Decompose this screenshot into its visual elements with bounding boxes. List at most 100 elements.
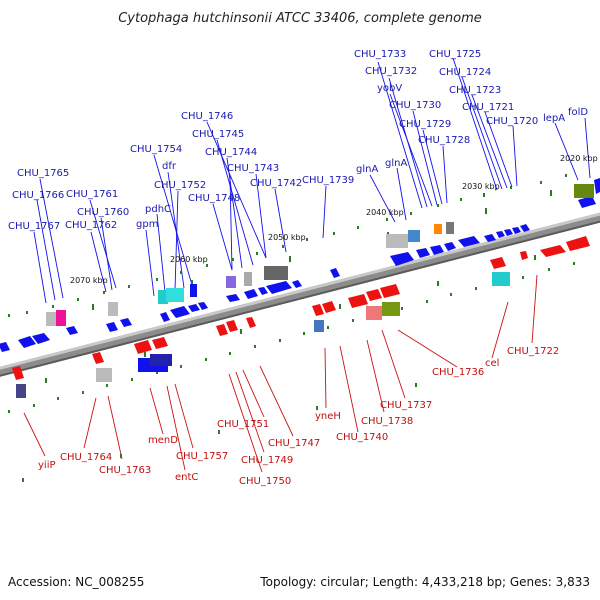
gene-arrow-forward xyxy=(416,248,430,258)
gene-box-forward xyxy=(150,354,172,366)
gene-label: yneH xyxy=(315,411,341,422)
gene-arrow-forward xyxy=(496,231,505,238)
kbp-label: 2040 kbp xyxy=(366,208,404,217)
gene-label: glnA xyxy=(385,158,407,169)
gene-label: CHU_1744 xyxy=(205,147,257,158)
feature-box xyxy=(386,234,408,248)
gene-arrow-reverse xyxy=(246,317,256,328)
gene-label: CHU_1736 xyxy=(432,367,484,378)
gene-arrow-forward xyxy=(520,224,530,232)
feature-box xyxy=(226,276,236,288)
gene-arrow-reverse xyxy=(92,352,104,364)
feature-box xyxy=(434,224,442,234)
gene-label: CHU_1747 xyxy=(268,438,320,449)
gene-label: cel xyxy=(485,358,499,369)
gene-label: entC xyxy=(175,472,198,483)
gene-arrow-reverse xyxy=(566,236,590,251)
gene-arrow-reverse xyxy=(366,289,382,301)
feature-box xyxy=(96,368,112,382)
gene-label: CHU_1729 xyxy=(399,119,451,130)
genome-backbone xyxy=(0,212,600,377)
gene-arrow-forward xyxy=(458,236,480,247)
gene-label: CHU_1765 xyxy=(17,168,69,179)
gene-arrow-forward xyxy=(390,252,414,266)
gene-label: CHU_1746 xyxy=(181,111,233,122)
gene-label: CHU_1721 xyxy=(462,102,514,113)
reverse-genes xyxy=(12,236,590,380)
feature-boxes xyxy=(16,184,594,398)
gene-arrow-reverse xyxy=(540,245,566,257)
gene-arrow-forward xyxy=(120,318,132,327)
gene-arrow-forward xyxy=(484,234,496,242)
gene-label: CHU_1760 xyxy=(77,207,129,218)
gene-label: CHU_1762 xyxy=(65,220,117,231)
gene-arrow-reverse xyxy=(520,251,528,260)
gene-arrow-forward xyxy=(594,178,600,194)
gene-label: CHU_1749 xyxy=(241,455,293,466)
gene-arrow-forward xyxy=(66,326,78,335)
feature-box xyxy=(46,312,56,326)
gene-label: CHU_1757 xyxy=(176,451,228,462)
gene-arrow-forward xyxy=(258,287,268,295)
gene-label: CHU_1728 xyxy=(418,135,470,146)
gene-arrow-forward xyxy=(32,333,50,344)
gene-arrow-reverse xyxy=(380,284,400,298)
gene-box-forward xyxy=(190,284,197,297)
tick-row-upper xyxy=(8,174,567,317)
scale-labels: 2020 kbp 2030 kbp 2040 kbp 2050 kbp 2060… xyxy=(70,154,598,285)
feature-box xyxy=(244,272,252,286)
gene-arrow-reverse xyxy=(134,340,152,354)
gene-label: CHU_1764 xyxy=(60,452,112,463)
gene-label: CHU_1730 xyxy=(389,100,441,111)
forward-genes xyxy=(0,178,600,372)
feature-box xyxy=(492,272,510,286)
gene-arrow-forward xyxy=(18,336,36,348)
kbp-label: 2050 kbp xyxy=(268,233,306,242)
feature-box xyxy=(446,222,454,234)
gene-arrow-reverse xyxy=(348,294,368,308)
gene-arrow-forward xyxy=(0,342,10,352)
gene-label: CHU_1742 xyxy=(250,178,302,189)
gene-label: CHU_1740 xyxy=(336,432,388,443)
gene-label: CHU_1732 xyxy=(365,66,417,77)
gene-arrow-forward xyxy=(266,281,292,294)
feature-box xyxy=(158,290,168,304)
gene-label: CHU_1748 xyxy=(188,193,240,204)
feature-box xyxy=(56,310,66,326)
feature-box xyxy=(166,288,184,302)
gene-arrow-forward xyxy=(170,306,190,318)
gene-label: folD xyxy=(568,107,588,118)
kbp-label: 2060 kbp xyxy=(170,255,208,264)
gene-label: CHU_1725 xyxy=(429,49,481,60)
gene-arrow-forward xyxy=(578,196,596,208)
gene-label: CHU_1733 xyxy=(354,49,406,60)
reverse-gene-labels: cel CHU_1722 CHU_1736 CHU_1737 CHU_1738 … xyxy=(38,346,559,487)
gene-arrow-forward xyxy=(430,245,444,255)
gene-label: CHU_1767 xyxy=(8,221,60,232)
topology-text: Topology: circular; Length: 4,433,218 bp… xyxy=(259,575,590,589)
gene-label: CHU_1722 xyxy=(507,346,559,357)
forward-leader-lines xyxy=(33,57,591,304)
gene-label: CHU_1743 xyxy=(227,163,279,174)
gene-label: yobV xyxy=(377,83,402,94)
map-title: Cytophaga hutchinsonii ATCC 33406, compl… xyxy=(118,11,482,26)
gene-arrow-forward xyxy=(292,280,302,288)
gene-arrow-forward xyxy=(444,242,456,251)
feature-box xyxy=(574,184,594,198)
gene-arrow-reverse xyxy=(312,304,324,316)
feature-box xyxy=(366,306,382,320)
gene-label: CHU_1738 xyxy=(361,416,413,427)
gene-arrow-forward xyxy=(188,304,200,312)
gene-label: pdhC xyxy=(145,204,171,215)
gene-arrow-forward xyxy=(106,322,118,332)
gene-arrow-reverse xyxy=(152,337,168,349)
gene-arrow-reverse xyxy=(490,257,506,269)
gene-label: lepA xyxy=(543,113,565,124)
feature-box xyxy=(314,320,324,332)
forward-gene-labels: CHU_1733 CHU_1725 CHU_1732 CHU_1724 yobV… xyxy=(8,49,588,232)
gene-label: CHU_1739 xyxy=(302,175,354,186)
feature-box xyxy=(382,302,400,316)
gene-label: CHU_1745 xyxy=(192,129,244,140)
